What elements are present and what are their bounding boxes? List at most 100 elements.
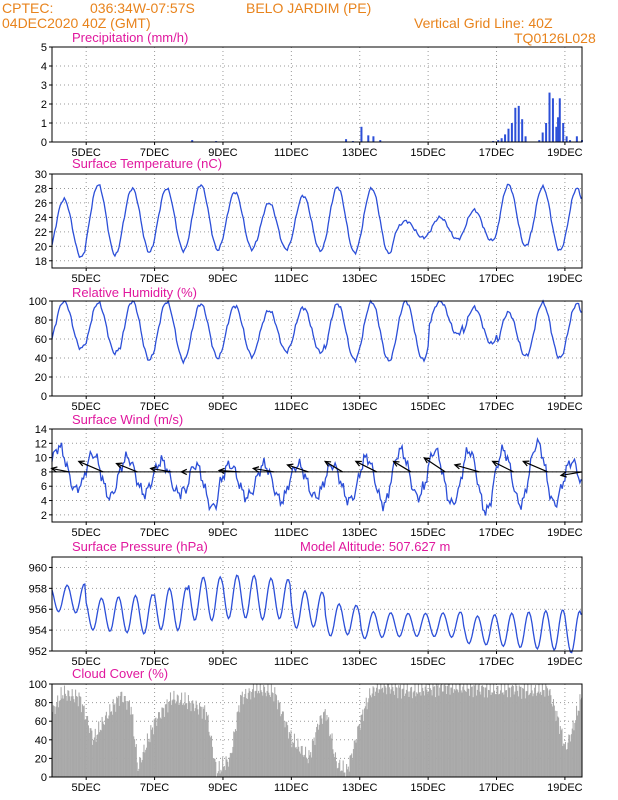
cloud-bar (317, 729, 319, 777)
precip-bar (575, 136, 578, 142)
cloud-bar (264, 692, 266, 777)
cloud-bar (209, 735, 211, 777)
cloud-bar (287, 725, 289, 777)
pres-ytick-label: 954 (29, 625, 47, 637)
rh-xtick-label: 17DEC (479, 401, 515, 413)
cloud-bar (308, 750, 310, 777)
cloud-bar (65, 695, 67, 777)
cloud-bar (283, 721, 285, 777)
cloud-bar (458, 692, 460, 777)
cloud-bar (105, 711, 107, 777)
precip-ytick-label: 4 (41, 61, 47, 73)
wind-vector (523, 460, 549, 473)
cloud-bar (517, 690, 519, 777)
cloud-bar (197, 709, 199, 777)
cloud-bar (224, 770, 226, 777)
cloud-bar (448, 684, 450, 777)
precip-bar (557, 117, 560, 142)
cloud-bar (372, 686, 374, 777)
cloud-bar (507, 684, 509, 777)
cloud-bar (441, 691, 443, 777)
cloud-bar (510, 697, 512, 777)
cloud-bar (220, 769, 222, 777)
cloud-bar (539, 693, 541, 777)
wind-ytick-label: 4 (41, 496, 47, 508)
precip-bar (507, 128, 510, 142)
cloud-bar (438, 695, 440, 777)
rh-title: Relative Humidity (%) (72, 285, 197, 300)
cloud-bar (148, 738, 150, 777)
cloud-bar (202, 706, 204, 777)
wind-ytick-label: 8 (41, 467, 47, 479)
cloud-bar (455, 684, 457, 777)
cloud-bar (222, 757, 224, 777)
precip-xtick-label: 7DEC (140, 147, 169, 159)
cloud-bar (470, 684, 472, 777)
cloud-bar (529, 694, 531, 777)
cloud-bar (85, 719, 87, 777)
cloud-bar (288, 732, 290, 777)
cloud-bar (117, 695, 119, 777)
cloud-bar (146, 733, 148, 777)
cloud-bar (338, 762, 340, 777)
cloud-bar (537, 691, 539, 777)
cloud-bar (91, 730, 93, 777)
wind-vector (78, 460, 104, 473)
cloud-bar (124, 695, 126, 777)
pres-ytick-label: 958 (29, 583, 47, 595)
cloud-bar (281, 711, 284, 777)
cloud-bar (127, 701, 129, 777)
cloud-bar (410, 687, 412, 777)
wind-ytick-label: 2 (41, 510, 47, 522)
cloud-bar (57, 707, 60, 777)
cloud-bar (526, 690, 528, 777)
cloud-bar (478, 684, 480, 777)
precip-bar (524, 136, 527, 142)
cloud-bar (479, 691, 481, 777)
precip-ytick-label: 2 (41, 99, 47, 111)
precip-bar (521, 119, 524, 142)
cloud-bar (403, 684, 405, 777)
cloud-bar (556, 710, 558, 777)
cloud-bar (259, 684, 261, 777)
cloud-bar (145, 749, 147, 777)
cloud-bar (349, 755, 351, 777)
cloud-bar (580, 699, 582, 777)
cloud-bar (362, 709, 364, 777)
cloud-bar (395, 687, 397, 777)
cloud-bar (328, 717, 330, 777)
cloud-bar (382, 692, 384, 777)
temp-panel: 18 20 22 24 26 28 30 5DEC 7DEC 9DEC 11DEC 13DEC 15DE… (35, 169, 583, 285)
cloud-bar (352, 759, 354, 777)
cloud-bar (401, 689, 403, 777)
cloud-bar (185, 703, 187, 777)
precip-bar (500, 138, 503, 142)
cloud-bar (239, 712, 241, 777)
cloud-bar (420, 695, 422, 777)
wind-panel: 2 4 6 8 10 12 14 5DEC 7DEC 9DEC 11DEC 13DEC 15DEC 17D… (35, 424, 583, 539)
cloud-bar (407, 691, 409, 777)
cloud-bar (53, 706, 55, 777)
cloud-bar (99, 729, 101, 777)
cloud-bar (579, 694, 581, 777)
cloud-bar (76, 696, 78, 777)
cloud-bar (228, 757, 231, 777)
rh-ytick-label: 40 (35, 353, 47, 365)
cloud-bar (133, 736, 135, 777)
wind-vector-head (453, 463, 461, 470)
cloud-bar (414, 684, 416, 777)
cloud-bar (512, 686, 514, 777)
cloud-bar (487, 697, 489, 777)
cloud-bar (469, 695, 471, 777)
cloud-bar (207, 714, 209, 777)
temp-xtick-label: 13DEC (342, 273, 378, 285)
cloud-bar (532, 696, 534, 777)
cloud-bar (146, 747, 148, 777)
precip-bar (548, 92, 551, 142)
wind-vector (116, 462, 138, 473)
cloud-bar (266, 690, 268, 777)
cloud-bar (321, 718, 323, 777)
cloud-bar (503, 694, 505, 777)
wind-xtick-label: 17DEC (479, 527, 515, 539)
cloud-bar (200, 706, 202, 777)
